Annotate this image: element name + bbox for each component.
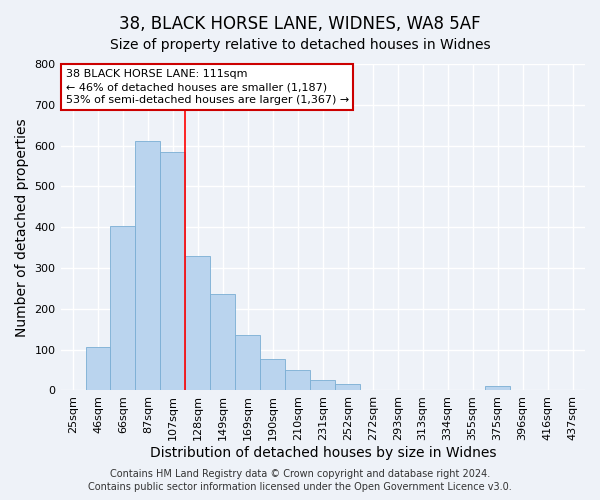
Bar bbox=[185, 256, 211, 390]
Bar bbox=[485, 386, 510, 390]
Text: 38, BLACK HORSE LANE, WIDNES, WA8 5AF: 38, BLACK HORSE LANE, WIDNES, WA8 5AF bbox=[119, 15, 481, 33]
Bar bbox=[211, 294, 235, 390]
Text: Contains HM Land Registry data © Crown copyright and database right 2024.
Contai: Contains HM Land Registry data © Crown c… bbox=[88, 470, 512, 492]
Text: Size of property relative to detached houses in Widnes: Size of property relative to detached ho… bbox=[110, 38, 490, 52]
Y-axis label: Number of detached properties: Number of detached properties bbox=[15, 118, 29, 336]
Bar bbox=[86, 347, 110, 391]
X-axis label: Distribution of detached houses by size in Widnes: Distribution of detached houses by size … bbox=[149, 446, 496, 460]
Bar bbox=[110, 226, 136, 390]
Bar bbox=[235, 334, 260, 390]
Bar bbox=[286, 370, 310, 390]
Bar bbox=[260, 360, 286, 390]
Bar bbox=[335, 384, 360, 390]
Bar bbox=[136, 140, 160, 390]
Bar bbox=[310, 380, 335, 390]
Bar bbox=[160, 152, 185, 390]
Text: 38 BLACK HORSE LANE: 111sqm
← 46% of detached houses are smaller (1,187)
53% of : 38 BLACK HORSE LANE: 111sqm ← 46% of det… bbox=[66, 69, 349, 106]
